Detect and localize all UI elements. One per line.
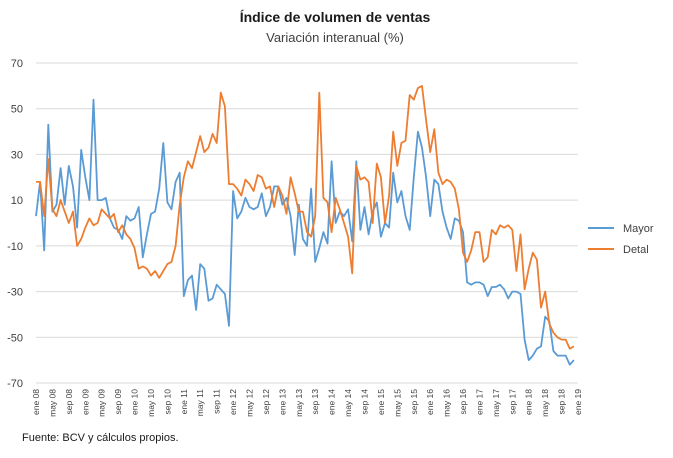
- x-tick-label: sep 10: [162, 389, 172, 415]
- x-tick-label: sep 08: [64, 389, 74, 415]
- x-tick-label: ene 13: [277, 389, 287, 415]
- x-tick-label: sep 17: [507, 389, 517, 415]
- y-tick-label: -50: [7, 332, 23, 344]
- x-tick-label: sep 16: [458, 389, 468, 415]
- x-tick-label: may 18: [540, 389, 550, 417]
- x-tick-label: sep 13: [310, 389, 320, 415]
- legend-label-detal: Detal: [623, 244, 649, 256]
- y-tick-label: -70: [7, 378, 23, 390]
- x-tick-label: ene 10: [130, 389, 140, 415]
- legend-label-mayor: Mayor: [623, 223, 654, 235]
- y-tick-label: 70: [11, 58, 23, 70]
- source-note: Fuente: BCV y cálculos propios.: [22, 432, 179, 444]
- x-tick-label: ene 14: [327, 389, 337, 415]
- x-tick-label: sep 09: [113, 389, 123, 415]
- x-tick-label: may 13: [294, 389, 304, 417]
- chart-title: Índice de volumen de ventas: [240, 9, 431, 25]
- x-tick-label: may 15: [392, 389, 402, 417]
- x-tick-label: may 08: [47, 389, 57, 417]
- x-tick-label: may 16: [442, 389, 452, 417]
- series-line-mayor: [35, 98, 575, 366]
- legend: Mayor Detal: [588, 223, 654, 256]
- y-axis: 70 50 30 10 -10 -30 -50 -70: [7, 58, 23, 390]
- x-tick-label: ene 15: [376, 389, 386, 415]
- y-tick-label: 30: [11, 149, 23, 161]
- y-tick-label: -10: [7, 241, 23, 253]
- series-line-detal: [36, 85, 575, 350]
- x-tick-label: ene 12: [228, 389, 238, 415]
- x-tick-label: may 14: [343, 389, 353, 417]
- x-tick-label: ene 19: [573, 389, 583, 415]
- x-tick-label: may 17: [491, 389, 501, 417]
- y-tick-label: 50: [11, 104, 23, 116]
- x-tick-label: ene 08: [31, 389, 41, 415]
- x-axis: ene 08 may 08 sep 08 ene 09 may 09 sep 09 ene …: [31, 389, 583, 417]
- x-tick-label: ene 18: [524, 389, 534, 415]
- x-tick-label: sep 15: [409, 389, 419, 415]
- x-tick-label: sep 12: [261, 389, 271, 415]
- x-tick-label: may 11: [195, 389, 205, 417]
- x-tick-label: ene 09: [80, 389, 90, 415]
- x-tick-label: may 09: [97, 389, 107, 417]
- x-tick-label: may 10: [146, 389, 156, 417]
- x-tick-label: ene 16: [425, 389, 435, 415]
- x-tick-label: sep 11: [212, 389, 222, 414]
- grid-layer: [36, 62, 578, 384]
- x-tick-label: ene 17: [474, 389, 484, 415]
- y-tick-label: 10: [11, 195, 23, 207]
- chart-subtitle: Variación interanual (%): [266, 30, 404, 45]
- x-tick-label: ene 11: [179, 389, 189, 415]
- series-layer: [35, 85, 575, 366]
- y-tick-label: -30: [7, 287, 23, 299]
- x-tick-label: sep 18: [557, 389, 567, 415]
- x-tick-label: may 12: [245, 389, 255, 417]
- x-tick-label: sep 14: [359, 389, 369, 415]
